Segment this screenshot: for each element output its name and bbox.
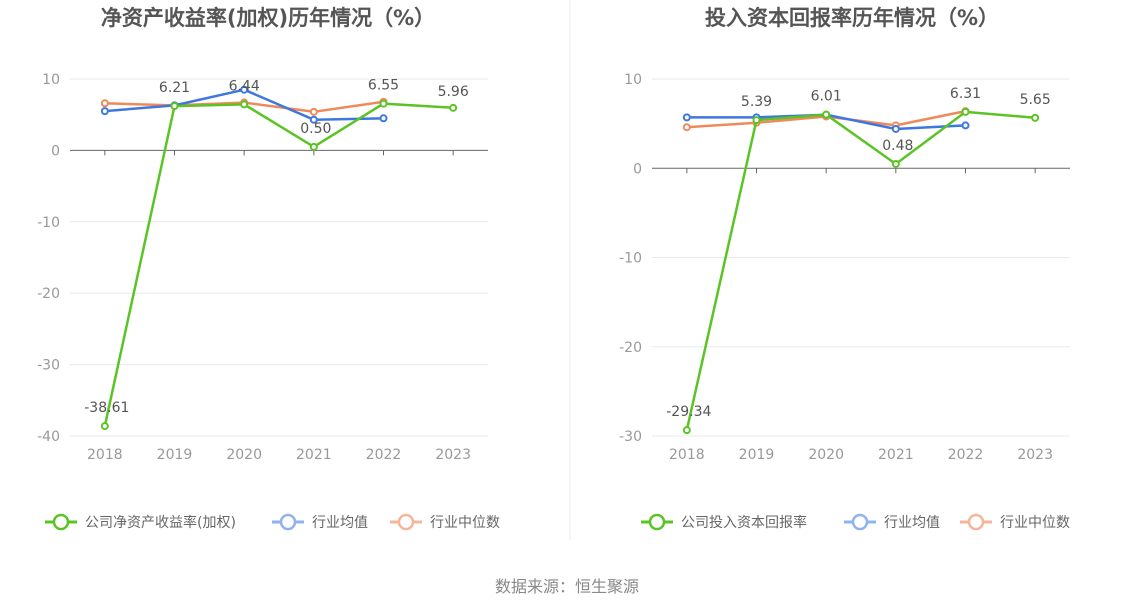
data-label: 6.01	[811, 89, 842, 105]
chart-right: 投入资本回报率历年情况（%） 10 0 -10 -20 -30 2018 2019 2020 20…	[619, 6, 1070, 531]
data-point	[961, 121, 970, 130]
data-point	[822, 110, 831, 119]
data-point	[170, 102, 179, 111]
data-point	[379, 114, 388, 123]
y-tick-label: -20	[37, 286, 60, 302]
data-label: 6.55	[368, 78, 399, 94]
legend-label: 行业均值	[312, 515, 368, 531]
x-tick-label: 2020	[808, 447, 844, 463]
legend-swatch-marker	[279, 513, 297, 531]
x-tick-label: 2021	[878, 447, 914, 463]
y-tick-label: -20	[619, 340, 642, 356]
y-tick-label: -40	[37, 429, 60, 445]
x-tick-label: 2023	[1017, 447, 1053, 463]
x-tick-label: 2018	[87, 447, 123, 463]
y-tick-label: -10	[619, 251, 642, 267]
data-point	[1031, 113, 1040, 122]
y-tick-label: -10	[37, 215, 60, 231]
series-line	[685, 110, 1036, 431]
data-point	[961, 107, 970, 116]
data-label: 5.39	[741, 94, 772, 110]
data-label: 6.21	[159, 80, 190, 96]
series-line	[103, 102, 454, 427]
data-point	[309, 115, 318, 124]
legend-swatch-marker	[397, 513, 415, 531]
data-point	[309, 107, 318, 116]
y-tick-label: -30	[619, 429, 642, 445]
data-label: -29.34	[666, 404, 711, 420]
y-tick-label: 0	[51, 143, 60, 159]
x-tick-label: 2020	[226, 447, 262, 463]
x-tick-label: 2019	[157, 447, 193, 463]
legend-label: 行业中位数	[1000, 515, 1070, 531]
x-tick-label: 2023	[435, 447, 471, 463]
legend-label: 公司净资产收益率(加权)	[85, 514, 236, 531]
legend-label: 行业均值	[884, 515, 940, 531]
data-point	[100, 107, 109, 116]
data-point	[309, 142, 318, 151]
y-tick-label: -30	[37, 358, 60, 374]
chart-left: 净资产收益率(加权)历年情况（%） 10 0 -10 -20 -30 -40 2018 2019…	[37, 6, 500, 531]
data-point	[100, 99, 109, 108]
legend-label: 公司投入资本回报率	[681, 514, 807, 531]
data-point	[682, 123, 691, 132]
data-label: 6.31	[950, 86, 981, 102]
data-point	[449, 103, 458, 112]
data-point	[682, 426, 691, 435]
data-label: 0.50	[300, 121, 331, 137]
x-tick-label: 2018	[669, 447, 705, 463]
x-tick-label: 2021	[296, 447, 332, 463]
data-point	[891, 159, 900, 168]
data-point	[100, 422, 109, 431]
data-point	[240, 100, 249, 109]
x-tick-label: 2022	[948, 447, 984, 463]
chart-title: 投入资本回报率历年情况（%）	[705, 6, 999, 30]
data-label: 6.44	[229, 78, 260, 94]
data-label: -38.61	[84, 400, 129, 416]
x-tick-label: 2019	[739, 447, 775, 463]
legend-swatch-marker	[967, 513, 985, 531]
legend-swatch-marker	[52, 513, 70, 531]
legend-swatch-marker	[851, 513, 869, 531]
data-label: 0.48	[882, 138, 913, 154]
y-tick-label: 10	[42, 72, 60, 88]
chart-title: 净资产收益率(加权)历年情况（%）	[101, 6, 435, 30]
legend-swatch-marker	[648, 513, 666, 531]
x-tick-label: 2022	[366, 447, 402, 463]
data-source-text: 数据来源：恒生聚源	[495, 577, 639, 596]
y-tick-label: 10	[624, 72, 642, 88]
data-label: 5.65	[1020, 92, 1051, 108]
y-tick-label: 0	[633, 161, 642, 177]
data-point	[752, 116, 761, 125]
data-label: 5.96	[438, 84, 469, 100]
data-point	[379, 99, 388, 108]
data-point	[682, 113, 691, 122]
data-point	[891, 124, 900, 133]
data-point	[240, 85, 249, 94]
legend-label: 行业中位数	[430, 515, 500, 531]
